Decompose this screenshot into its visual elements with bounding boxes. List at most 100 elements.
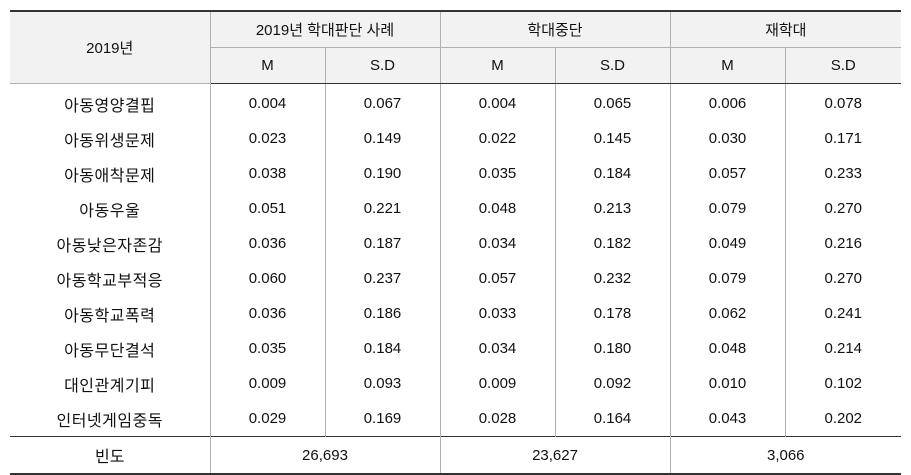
- mean-cell: 0.036: [209, 296, 326, 331]
- subheader-mean: M: [669, 47, 786, 84]
- statistics-table-container: 2019년 2019년 학대판단 사례 학대중단 재학대 M S.D M S.D…: [10, 10, 902, 475]
- mean-cell: 0.010: [669, 366, 786, 401]
- table-header: 2019년 2019년 학대판단 사례 학대중단 재학대 M S.D M S.D…: [10, 10, 902, 84]
- table-footer: 빈도 26,693 23,627 3,066: [10, 436, 902, 475]
- table-row: 아동영양결핍 0.004 0.067 0.004 0.065 0.006 0.078: [10, 83, 902, 121]
- table-row: 아동애착문제 0.038 0.190 0.035 0.184 0.057 0.233: [10, 156, 902, 191]
- mean-cell: 0.079: [669, 191, 786, 226]
- mean-cell: 0.004: [209, 83, 326, 121]
- frequency-value-2019-cases: 26,693: [209, 436, 441, 475]
- mean-cell: 0.049: [669, 226, 786, 261]
- frequency-label: 빈도: [10, 436, 211, 475]
- table-row: 아동학교폭력 0.036 0.186 0.033 0.178 0.062 0.241: [10, 296, 902, 331]
- mean-cell: 0.034: [439, 331, 556, 366]
- subheader-mean: M: [209, 47, 326, 84]
- mean-cell: 0.035: [209, 331, 326, 366]
- table-row: 아동낮은자존감 0.036 0.187 0.034 0.182 0.049 0.216: [10, 226, 902, 261]
- frequency-value-re-abuse: 3,066: [669, 436, 902, 475]
- sd-cell: 0.241: [784, 296, 902, 331]
- corner-header: 2019년: [10, 10, 211, 84]
- mean-cell: 0.051: [209, 191, 326, 226]
- row-label: 대인관계기피: [10, 366, 211, 401]
- sd-cell: 0.184: [554, 156, 671, 191]
- header-row-groups: 2019년 2019년 학대판단 사례 학대중단 재학대: [10, 10, 902, 84]
- table-row: 대인관계기피 0.009 0.093 0.009 0.092 0.010 0.102: [10, 366, 902, 401]
- sd-cell: 0.270: [784, 191, 902, 226]
- sd-cell: 0.102: [784, 366, 902, 401]
- sd-cell: 0.202: [784, 401, 902, 437]
- sd-cell: 0.187: [324, 226, 441, 261]
- sd-cell: 0.171: [784, 121, 902, 156]
- group-header-re-abuse: 재학대: [669, 10, 902, 48]
- mean-cell: 0.023: [209, 121, 326, 156]
- sd-cell: 0.216: [784, 226, 902, 261]
- sd-cell: 0.078: [784, 83, 902, 121]
- sd-cell: 0.093: [324, 366, 441, 401]
- table-row: 아동학교부적응 0.060 0.237 0.057 0.232 0.079 0.270: [10, 261, 902, 296]
- mean-cell: 0.029: [209, 401, 326, 437]
- mean-cell: 0.057: [669, 156, 786, 191]
- sd-cell: 0.065: [554, 83, 671, 121]
- subheader-mean: M: [439, 47, 556, 84]
- mean-cell: 0.036: [209, 226, 326, 261]
- sd-cell: 0.233: [784, 156, 902, 191]
- sd-cell: 0.237: [324, 261, 441, 296]
- mean-cell: 0.033: [439, 296, 556, 331]
- sd-cell: 0.067: [324, 83, 441, 121]
- sd-cell: 0.149: [324, 121, 441, 156]
- sd-cell: 0.213: [554, 191, 671, 226]
- subheader-sd: S.D: [324, 47, 441, 84]
- sd-cell: 0.221: [324, 191, 441, 226]
- mean-cell: 0.079: [669, 261, 786, 296]
- mean-cell: 0.028: [439, 401, 556, 437]
- sd-cell: 0.092: [554, 366, 671, 401]
- sd-cell: 0.178: [554, 296, 671, 331]
- row-label: 아동학교폭력: [10, 296, 211, 331]
- mean-cell: 0.062: [669, 296, 786, 331]
- table-row: 인터넷게임중독 0.029 0.169 0.028 0.164 0.043 0.202: [10, 401, 902, 437]
- sd-cell: 0.232: [554, 261, 671, 296]
- mean-cell: 0.060: [209, 261, 326, 296]
- row-label: 아동애착문제: [10, 156, 211, 191]
- table-row: 아동우울 0.051 0.221 0.048 0.213 0.079 0.270: [10, 191, 902, 226]
- mean-cell: 0.035: [439, 156, 556, 191]
- mean-cell: 0.006: [669, 83, 786, 121]
- row-label: 아동학교부적응: [10, 261, 211, 296]
- row-label: 아동위생문제: [10, 121, 211, 156]
- row-label: 아동영양결핍: [10, 83, 211, 121]
- sd-cell: 0.270: [784, 261, 902, 296]
- sd-cell: 0.180: [554, 331, 671, 366]
- sd-cell: 0.145: [554, 121, 671, 156]
- frequency-row: 빈도 26,693 23,627 3,066: [10, 436, 902, 475]
- table-body: 아동영양결핍 0.004 0.067 0.004 0.065 0.006 0.078 아동위생…: [10, 83, 902, 437]
- mean-cell: 0.030: [669, 121, 786, 156]
- subheader-sd: S.D: [554, 47, 671, 84]
- mean-cell: 0.034: [439, 226, 556, 261]
- mean-cell: 0.048: [439, 191, 556, 226]
- mean-cell: 0.022: [439, 121, 556, 156]
- row-label: 아동무단결석: [10, 331, 211, 366]
- table-row: 아동무단결석 0.035 0.184 0.034 0.180 0.048 0.214: [10, 331, 902, 366]
- mean-cell: 0.043: [669, 401, 786, 437]
- row-label: 아동낮은자존감: [10, 226, 211, 261]
- mean-cell: 0.009: [209, 366, 326, 401]
- group-header-2019-cases: 2019년 학대판단 사례: [209, 10, 441, 48]
- sd-cell: 0.169: [324, 401, 441, 437]
- sd-cell: 0.164: [554, 401, 671, 437]
- statistics-table: 2019년 2019년 학대판단 사례 학대중단 재학대 M S.D M S.D…: [10, 10, 902, 475]
- sd-cell: 0.214: [784, 331, 902, 366]
- row-label: 아동우울: [10, 191, 211, 226]
- mean-cell: 0.009: [439, 366, 556, 401]
- mean-cell: 0.004: [439, 83, 556, 121]
- subheader-sd: S.D: [784, 47, 902, 84]
- sd-cell: 0.190: [324, 156, 441, 191]
- header-row-stats: M S.D M S.D M S.D: [10, 47, 902, 84]
- row-label: 인터넷게임중독: [10, 401, 211, 437]
- mean-cell: 0.057: [439, 261, 556, 296]
- table-row: 아동위생문제 0.023 0.149 0.022 0.145 0.030 0.171: [10, 121, 902, 156]
- mean-cell: 0.048: [669, 331, 786, 366]
- sd-cell: 0.182: [554, 226, 671, 261]
- sd-cell: 0.186: [324, 296, 441, 331]
- mean-cell: 0.038: [209, 156, 326, 191]
- frequency-value-abuse-stopped: 23,627: [439, 436, 671, 475]
